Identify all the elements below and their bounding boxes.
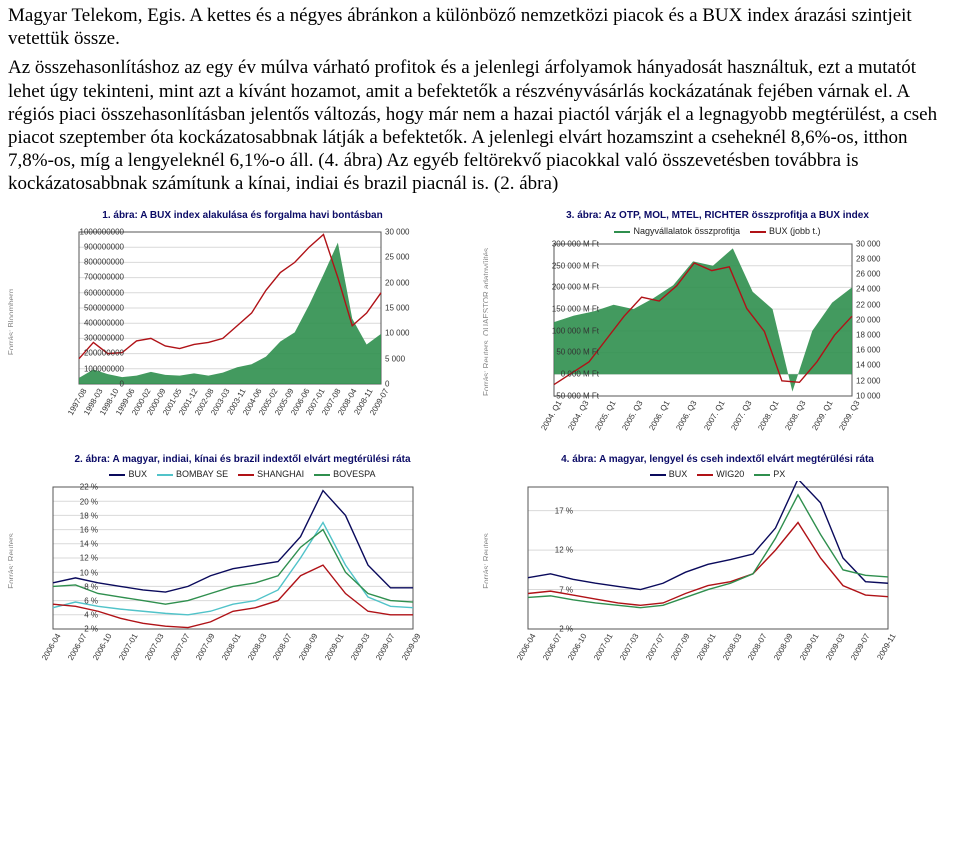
chart-3-legend: Nagyvállalatok összprofitjaBUX (jobb t.) [488,226,947,236]
chart-2-title: 2. ábra: A magyar, indiai, kínai és braz… [15,454,470,466]
chart-4-plot: 2 %7 %12 %17 %2006-042006-072006-102007-… [488,481,947,671]
paragraph-1: Magyar Telekom, Egis. A kettes és a négy… [8,4,952,50]
chart-4-legend: BUXWIG20PX [488,469,947,479]
chart-panel-3: Forrás: Reuters, QUAESTOR adatgyűjtés 3.… [483,203,952,441]
chart-3-plot: -50 000 M Ft0 000 M Ft50 000 M Ft100 000… [488,238,947,438]
page: Magyar Telekom, Egis. A kettes és a négy… [0,0,960,686]
chart-1-title: 1. ábra: A BUX index alakulása és forgal… [15,210,470,222]
chart-1-plot: 0100000000200000000300000000400000000500… [13,226,472,426]
chart-3-title: 3. ábra: Az OTP, MOL, MTEL, RICHTER össz… [490,210,945,222]
chart-panel-4: Forrás: Reuters 4. ábra: A magyar, lengy… [483,447,952,675]
chart-grid: Forrás: Bloomberg 1. ábra: A BUX index a… [8,203,952,674]
chart-4-title: 4. ábra: A magyar, lengyel és cseh index… [490,454,945,466]
chart-2-legend: BUXBOMBAY SESHANGHAIBOVESPA [13,469,472,479]
chart-panel-2: Forrás: Reuters 2. ábra: A magyar, india… [8,447,477,675]
chart-2-plot: 2 %4 %6 %8 %10 %12 %14 %16 %18 %20 %22 %… [13,481,472,671]
paragraph-2: Az összehasonlításhoz az egy év múlva vá… [8,56,952,195]
chart-panel-1: Forrás: Bloomberg 1. ábra: A BUX index a… [8,203,477,441]
